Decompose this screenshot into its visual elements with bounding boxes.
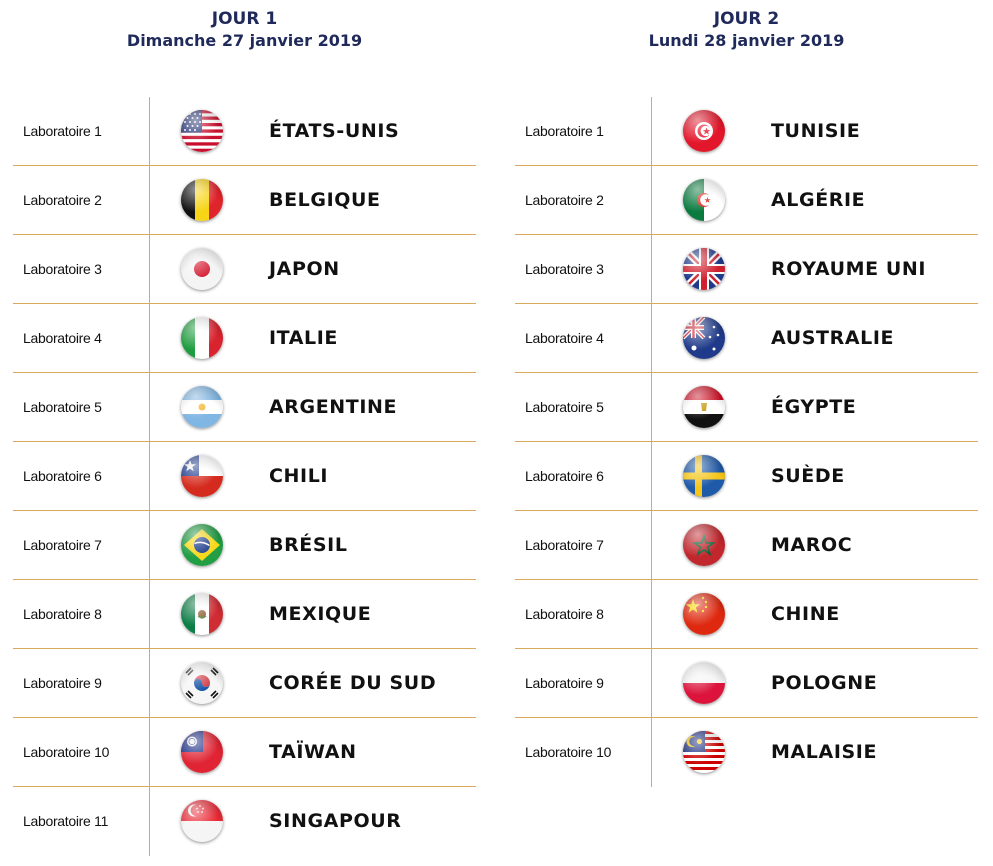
country-name: POLOGNE — [771, 672, 878, 694]
morocco-flag-icon — [683, 524, 725, 566]
table-row: Laboratoire 2 ALGÉRIE — [515, 166, 978, 235]
table-row: Laboratoire 3 ROYAUME UNI — [515, 235, 978, 304]
sweden-flag-icon — [683, 455, 725, 497]
lab-label: Laboratoire 1 — [525, 123, 604, 139]
country-name: ROYAUME UNI — [771, 258, 927, 280]
china-flag-icon — [683, 593, 725, 635]
table-row: Laboratoire 2 BELGIQUE — [13, 166, 476, 235]
lab-label: Laboratoire 10 — [525, 744, 612, 760]
table-row: Laboratoire 11 SINGAPOUR — [13, 787, 476, 856]
brazil-flag-icon — [181, 524, 223, 566]
table-row: Laboratoire 8 MEXIQUE — [13, 580, 476, 649]
country-name: ALGÉRIE — [771, 189, 866, 211]
day-1-date: Dimanche 27 janvier 2019 — [126, 31, 363, 50]
table-row: Laboratoire 7 MAROC — [515, 511, 978, 580]
country-name: CHILI — [269, 465, 329, 487]
day-2-rows: Laboratoire 1 TUNISIE Laboratoire 2 ALGÉ… — [515, 97, 978, 787]
country-name: CHINE — [771, 603, 840, 625]
belgium-flag-icon — [181, 179, 223, 221]
table-row: Laboratoire 1 TUNISIE — [515, 97, 978, 166]
poland-flag-icon — [683, 662, 725, 704]
table-row: Laboratoire 9 POLOGNE — [515, 649, 978, 718]
taiwan-flag-icon — [181, 731, 223, 773]
australia-flag-icon — [683, 317, 725, 359]
lab-label: Laboratoire 6 — [525, 468, 604, 484]
country-name: TAÏWAN — [269, 741, 357, 763]
mexico-flag-icon — [181, 593, 223, 635]
lab-label: Laboratoire 7 — [23, 537, 102, 553]
usa-flag-icon — [181, 110, 223, 152]
japan-flag-icon — [181, 248, 223, 290]
singapore-flag-icon — [181, 800, 223, 842]
lab-label: Laboratoire 8 — [23, 606, 102, 622]
day-2-date: Lundi 28 janvier 2019 — [648, 31, 845, 50]
argentina-flag-icon — [181, 386, 223, 428]
country-name: TUNISIE — [771, 120, 861, 142]
malaysia-flag-icon — [683, 731, 725, 773]
day-1-header: JOUR 1 Dimanche 27 janvier 2019 — [13, 8, 476, 52]
algeria-flag-icon — [683, 179, 725, 221]
table-row: Laboratoire 3 JAPON — [13, 235, 476, 304]
table-row: Laboratoire 1 ÉTATS-UNIS — [13, 97, 476, 166]
egypt-flag-icon — [683, 386, 725, 428]
lab-label: Laboratoire 11 — [23, 813, 109, 829]
table-row: Laboratoire 7 BRÉSIL — [13, 511, 476, 580]
table-row: Laboratoire 4 ITALIE — [13, 304, 476, 373]
table-row: Laboratoire 9 CORÉE DU SUD — [13, 649, 476, 718]
lab-label: Laboratoire 1 — [23, 123, 102, 139]
country-name: CORÉE DU SUD — [269, 672, 437, 694]
country-name: JAPON — [269, 258, 340, 280]
lab-label: Laboratoire 9 — [525, 675, 604, 691]
day-1-title: JOUR 1 — [211, 9, 278, 29]
table-row: Laboratoire 5 ARGENTINE — [13, 373, 476, 442]
country-name: AUSTRALIE — [771, 327, 895, 349]
lab-label: Laboratoire 7 — [525, 537, 604, 553]
country-name: BRÉSIL — [269, 534, 348, 556]
uk-flag-icon — [683, 248, 725, 290]
italy-flag-icon — [181, 317, 223, 359]
country-name: ITALIE — [269, 327, 339, 349]
lab-label: Laboratoire 9 — [23, 675, 102, 691]
table-row: Laboratoire 10 TAÏWAN — [13, 718, 476, 787]
lab-label: Laboratoire 6 — [23, 468, 102, 484]
table-row: Laboratoire 6 CHILI — [13, 442, 476, 511]
country-name: ÉGYPTE — [771, 396, 857, 418]
country-name: MEXIQUE — [269, 603, 372, 625]
tunisia-flag-icon — [683, 110, 725, 152]
lab-label: Laboratoire 8 — [525, 606, 604, 622]
country-name: ARGENTINE — [269, 396, 398, 418]
country-name: ÉTATS-UNIS — [269, 120, 400, 142]
country-name: MALAISIE — [771, 741, 878, 763]
table-row: Laboratoire 8 CHINE — [515, 580, 978, 649]
lab-label: Laboratoire 4 — [525, 330, 604, 346]
lab-label: Laboratoire 5 — [23, 399, 102, 415]
chile-flag-icon — [181, 455, 223, 497]
country-name: MAROC — [771, 534, 853, 556]
table-row: Laboratoire 4 AUSTRALIE — [515, 304, 978, 373]
lab-label: Laboratoire 5 — [525, 399, 604, 415]
south-korea-flag-icon — [181, 662, 223, 704]
lab-label: Laboratoire 3 — [23, 261, 102, 277]
table-row: Laboratoire 10 MALAISIE — [515, 718, 978, 787]
day-2-header: JOUR 2 Lundi 28 janvier 2019 — [515, 8, 978, 52]
country-name: SINGAPOUR — [269, 810, 402, 832]
table-row: Laboratoire 5 ÉGYPTE — [515, 373, 978, 442]
lab-label: Laboratoire 2 — [23, 192, 102, 208]
table-row: Laboratoire 6 SUÈDE — [515, 442, 978, 511]
country-name: SUÈDE — [771, 465, 845, 487]
day-1-rows: Laboratoire 1 ÉTATS-UNIS Laboratoire 2 B… — [13, 97, 476, 856]
country-name: BELGIQUE — [269, 189, 381, 211]
lab-label: Laboratoire 4 — [23, 330, 102, 346]
day-2-title: JOUR 2 — [713, 9, 780, 29]
lab-label: Laboratoire 2 — [525, 192, 604, 208]
lab-label: Laboratoire 10 — [23, 744, 110, 760]
lab-label: Laboratoire 3 — [525, 261, 604, 277]
